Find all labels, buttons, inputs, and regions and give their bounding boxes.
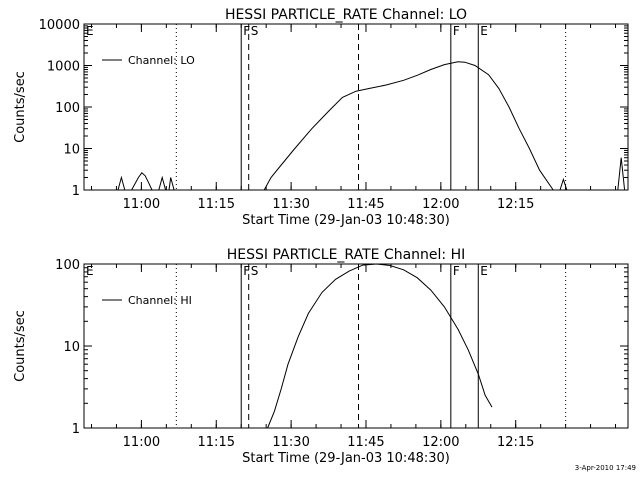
event-marker-label-1: F (243, 264, 250, 278)
data-series-line-1 (267, 263, 493, 429)
y-axis-label-0: Counts/sec (13, 71, 28, 143)
x-tick-label-0: 11:30 (272, 197, 309, 212)
data-series-line-0 (559, 177, 568, 191)
event-marker-label-1: S (251, 264, 259, 278)
legend-label-0: Channel: LO (128, 54, 195, 67)
x-tick-label-1: 11:30 (272, 435, 309, 450)
x-tick-label-0: 11:45 (347, 197, 384, 212)
y-tick-label-0: 10 (63, 143, 80, 158)
y-tick-label-0: 1000 (47, 60, 80, 75)
x-axis-label-0: Start Time (29-Jan-03 10:48:30) (242, 213, 450, 228)
footer-timestamp: 3-Apr-2010 17:49 (574, 464, 636, 472)
plot-frame-1 (83, 263, 629, 429)
data-series-line-0 (158, 175, 167, 191)
event-marker-label-0: F (243, 24, 250, 38)
data-series-line-0 (617, 157, 626, 191)
event-marker-label-0: F (453, 24, 460, 38)
x-tick-label-1: 11:45 (347, 435, 384, 450)
x-tick-label-0: 11:15 (198, 197, 235, 212)
data-series-line-0 (117, 175, 126, 191)
y-tick-label-1: 10 (63, 340, 80, 355)
event-marker-label-0: E (480, 24, 488, 38)
x-tick-label-0: 12:00 (422, 197, 459, 212)
y-tick-label-1: 1 (72, 422, 80, 437)
x-tick-label-1: 12:15 (497, 435, 534, 450)
x-tick-label-0: 12:15 (497, 197, 534, 212)
x-tick-label-1: 11:15 (198, 435, 235, 450)
legend-label-1: Channel: HI (128, 294, 192, 307)
x-tick-label-1: 11:00 (123, 435, 160, 450)
event-marker-label-0: E (86, 24, 94, 38)
y-tick-label-0: 10000 (39, 18, 80, 33)
data-series-line-0 (263, 61, 554, 191)
event-marker-label-1: E (86, 264, 94, 278)
x-tick-label-1: 12:00 (422, 435, 459, 450)
y-axis-label-1: Counts/sec (13, 310, 28, 382)
chart-title-1: HESSI PARTICLE_RATE Channel: HI (227, 247, 465, 263)
event-marker-label-1: F (453, 264, 460, 278)
y-tick-label-1: 100 (55, 258, 80, 273)
x-axis-label-1: Start Time (29-Jan-03 10:48:30) (242, 451, 450, 466)
chart-title-0: HESSI PARTICLE_RATE Channel: LO (225, 7, 467, 23)
x-tick-label-0: 11:00 (123, 197, 160, 212)
event-marker-label-0: S (251, 24, 259, 38)
data-series-line-0 (168, 177, 175, 191)
y-tick-label-0: 1 (72, 184, 80, 199)
y-tick-label-0: 100 (55, 101, 80, 116)
data-series-line-0 (131, 172, 153, 191)
event-marker-label-1: E (480, 264, 488, 278)
plot-frame-0 (83, 23, 629, 191)
